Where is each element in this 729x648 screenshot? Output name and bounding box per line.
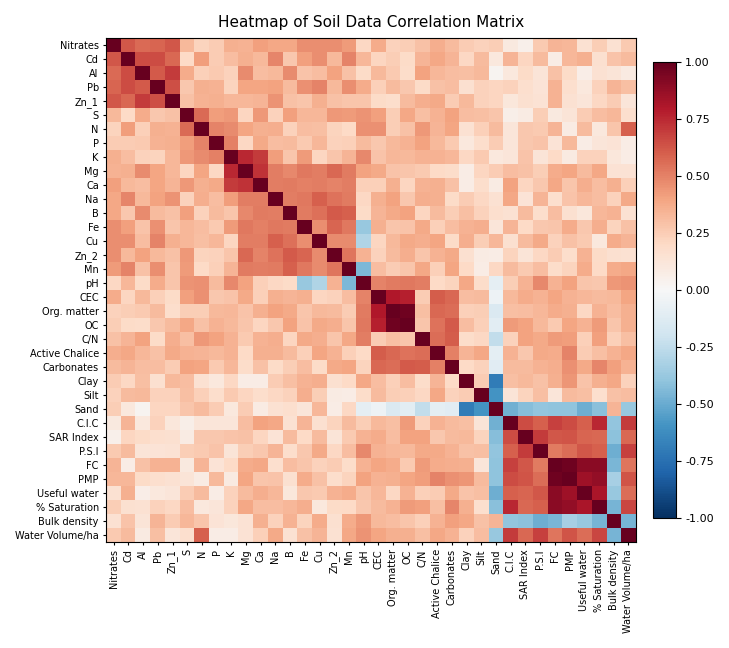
- Title: Heatmap of Soil Data Correlation Matrix: Heatmap of Soil Data Correlation Matrix: [218, 15, 524, 30]
